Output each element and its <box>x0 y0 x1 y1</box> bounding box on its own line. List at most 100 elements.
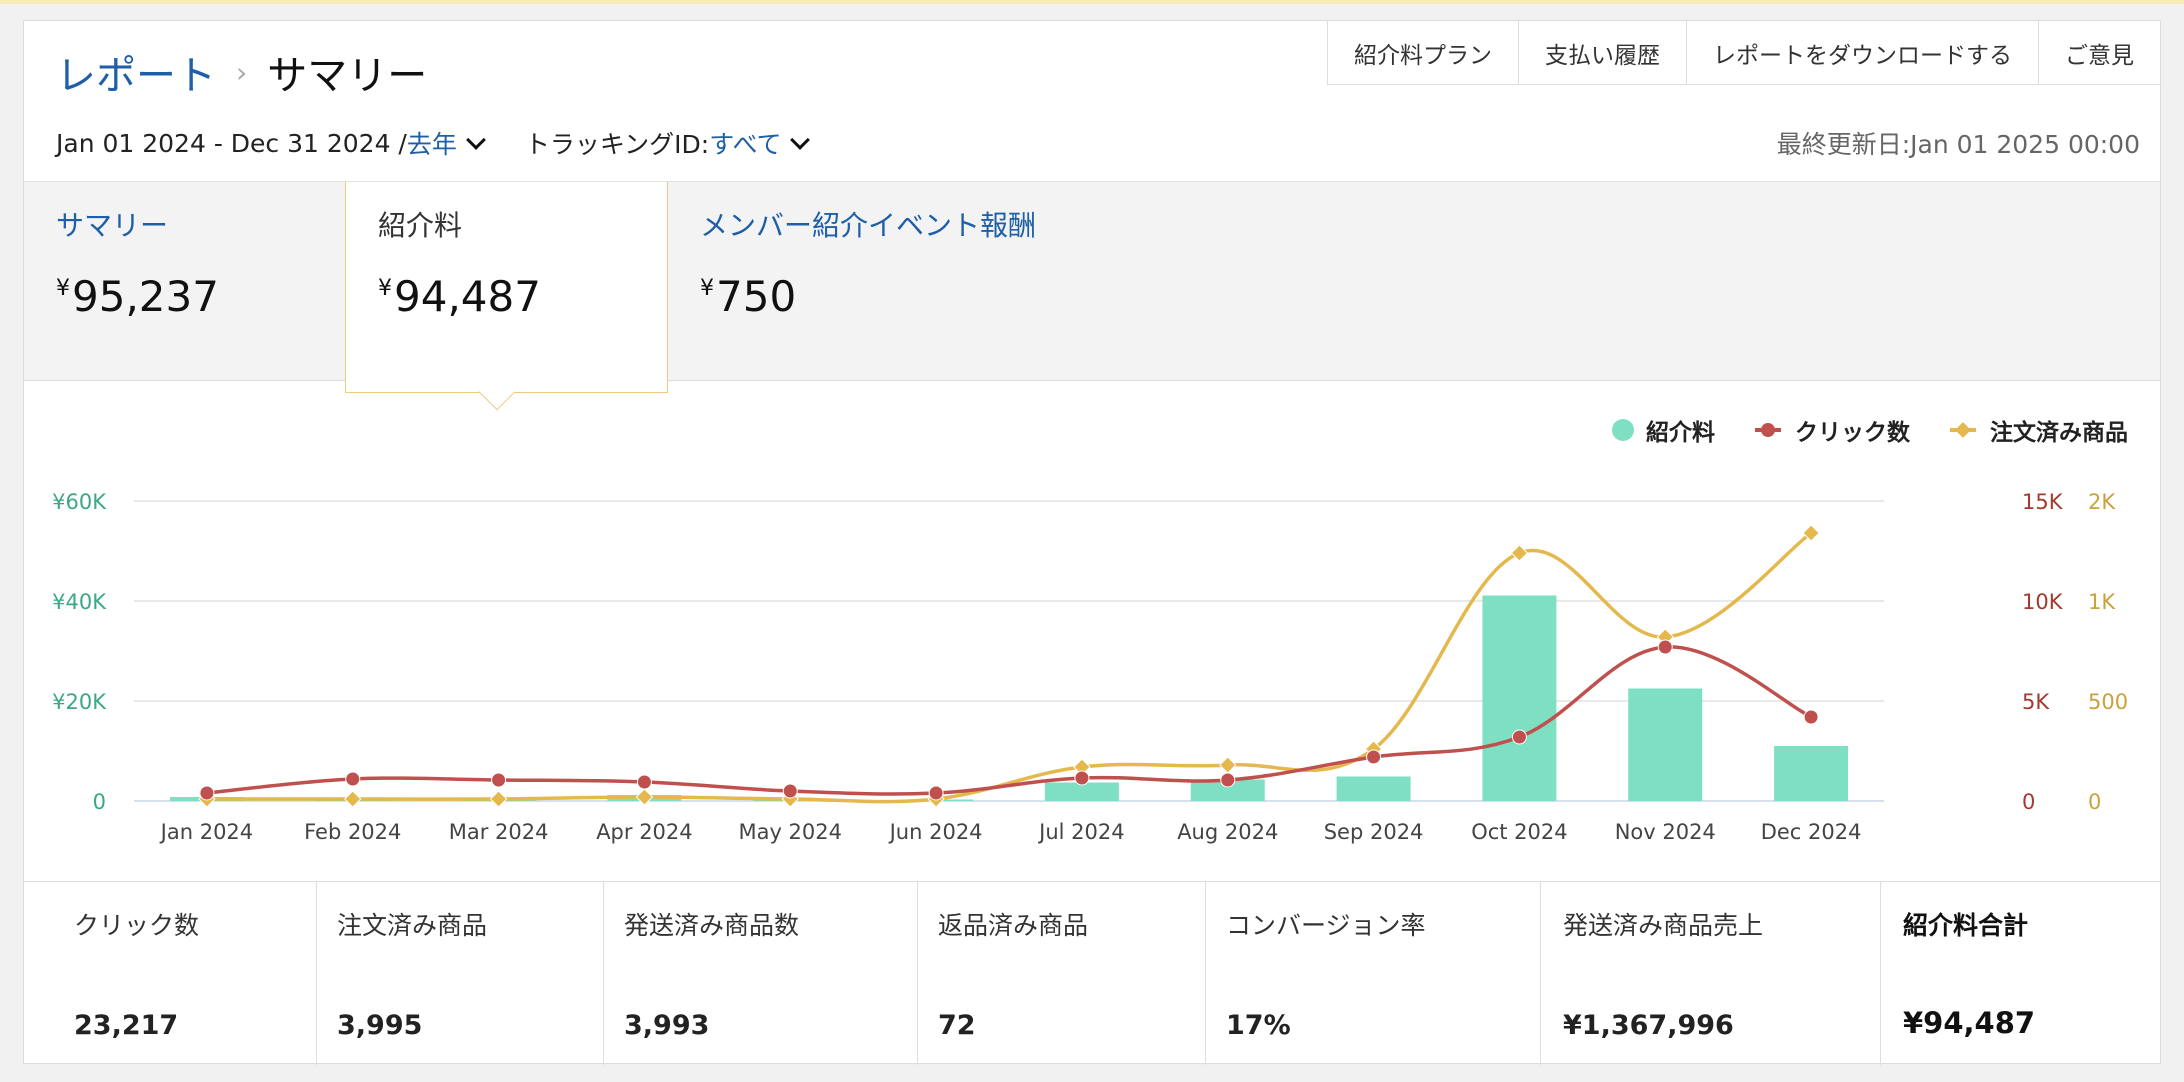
legend-fee-label: 紹介料 <box>1646 420 1715 446</box>
x-axis-tick: Jun 2024 <box>888 820 983 844</box>
stat-conversion-label: コンバージョン率 <box>1226 911 1426 940</box>
stat-ordered-value: 3,995 <box>337 1010 423 1041</box>
right-axis-tick: 1K <box>2088 590 2116 614</box>
clicks-point <box>491 772 507 788</box>
legend-ordered-label: 注文済み商品 <box>1990 420 2128 446</box>
clicks-point <box>928 785 944 801</box>
legend-fee-marker <box>1612 419 1634 441</box>
stat-conversion: コンバージョン率 17% <box>1206 882 1541 1065</box>
stat-shipped-revenue-label: 発送済み商品売上 <box>1563 911 1764 940</box>
breadcrumb-reports-link[interactable]: レポート <box>56 53 216 99</box>
chevron-down-icon[interactable] <box>790 130 811 150</box>
clicks-point <box>1074 770 1090 786</box>
x-axis-tick: Nov 2024 <box>1615 820 1716 844</box>
tab-member-event-reward-value: ¥750 <box>700 272 1156 321</box>
stat-total-fee-label: 紹介料合計 <box>1903 911 2029 940</box>
currency-symbol: ¥ <box>56 276 70 301</box>
last-updated: 最終更新日:Jan 01 2025 00:00 <box>1776 130 2140 159</box>
clicks-point <box>1803 709 1819 725</box>
tracking-id-label: トラッキングID: <box>524 130 710 159</box>
stat-conversion-value: 17% <box>1226 1010 1291 1041</box>
payment-history-button[interactable]: 支払い履歴 <box>1519 20 1687 85</box>
x-axis-tick: Dec 2024 <box>1761 820 1862 844</box>
tab-member-event-reward[interactable]: メンバー紹介イベント報酬 ¥750 <box>668 182 1188 382</box>
stat-clicks: クリック数 23,217 <box>24 882 317 1065</box>
download-report-button[interactable]: レポートをダウンロードする <box>1687 20 2039 85</box>
legend-ordered-marker <box>1950 422 1976 438</box>
stat-shipped-value: 3,993 <box>624 1010 710 1041</box>
tab-summary-amount: 95,237 <box>72 272 219 321</box>
stat-clicks-label: クリック数 <box>74 911 200 940</box>
clicks-point <box>345 771 361 787</box>
report-card: レポート › サマリー 紹介料プラン 支払い履歴 レポートをダウンロードする ご… <box>23 20 2161 1065</box>
top-notice-strip <box>0 0 2184 4</box>
stat-total-fee: 紹介料合計 ¥94,487 <box>1881 882 2160 1065</box>
feedback-button[interactable]: ご意見 <box>2039 20 2161 85</box>
filters-row: Jan 01 2024 - Dec 31 2024 / 去年 トラッキングID:… <box>56 125 819 161</box>
x-axis-tick: Aug 2024 <box>1177 820 1278 844</box>
stat-total-fee-value: ¥94,487 <box>1903 1006 2036 1040</box>
right-axis-tick: 500 <box>2088 690 2128 714</box>
chart-legend: 紹介料 クリック数 注文済み商品 <box>1572 413 2128 447</box>
breadcrumb: レポート › サマリー <box>56 43 427 101</box>
clicks-point <box>1657 639 1673 655</box>
mid-axis-tick: 0 <box>2022 790 2035 814</box>
chevron-down-icon[interactable] <box>465 130 486 150</box>
ordered-series-line <box>206 531 1813 804</box>
tab-referral-fee[interactable]: 紹介料 ¥94,487 <box>345 182 668 393</box>
tab-summary-label: サマリー <box>56 209 169 242</box>
tab-referral-fee-label: 紹介料 <box>378 209 463 242</box>
stat-clicks-value: 23,217 <box>74 1010 179 1041</box>
tracking-id-dropdown[interactable]: すべて <box>709 130 782 159</box>
x-axis-tick: Apr 2024 <box>596 820 692 844</box>
x-axis-tick: Oct 2024 <box>1471 820 1567 844</box>
legend-item-clicks[interactable]: クリック数 <box>1755 413 1910 447</box>
right-axis-tick: 0 <box>2088 790 2101 814</box>
currency-symbol: ¥ <box>378 276 392 301</box>
x-axis-tick: Jan 2024 <box>159 820 254 844</box>
fee-bar <box>1190 779 1265 801</box>
x-axis-tick: Jul 2024 <box>1037 820 1124 844</box>
fee-bar <box>1774 746 1849 801</box>
left-axis-tick: ¥40K <box>52 590 107 614</box>
tab-summary-value: ¥95,237 <box>56 272 312 321</box>
clicks-point <box>1511 729 1527 745</box>
clicks-point <box>1220 772 1236 788</box>
breadcrumb-separator: › <box>236 55 248 89</box>
mid-axis-tick: 15K <box>2022 490 2064 514</box>
tab-summary[interactable]: サマリー ¥95,237 <box>24 182 344 382</box>
tab-referral-fee-amount: 94,487 <box>394 272 541 321</box>
legend-clicks-marker <box>1755 423 1781 437</box>
legend-item-fee[interactable]: 紹介料 <box>1612 413 1715 447</box>
x-axis-tick: Feb 2024 <box>304 820 401 844</box>
stat-shipped: 発送済み商品数 3,993 <box>604 882 918 1065</box>
right-axis-tick: 2K <box>2088 490 2116 514</box>
mid-axis-tick: 5K <box>2022 690 2050 714</box>
legend-clicks-label: クリック数 <box>1795 420 1910 446</box>
stat-returned-label: 返品済み商品 <box>938 911 1089 940</box>
x-axis-tick: Mar 2024 <box>449 820 549 844</box>
ordered-point <box>1510 544 1529 562</box>
tab-member-event-reward-label: メンバー紹介イベント報酬 <box>700 209 1037 242</box>
fee-bar <box>1628 688 1703 801</box>
tab-referral-fee-value: ¥94,487 <box>378 272 635 321</box>
period-dropdown[interactable]: 去年 <box>406 130 457 159</box>
clicks-series-line <box>206 645 1812 796</box>
tab-member-event-reward-amount: 750 <box>716 272 797 321</box>
ordered-point <box>489 790 508 808</box>
date-range: Jan 01 2024 - Dec 31 2024 / <box>56 128 407 158</box>
ordered-point <box>344 790 362 808</box>
summary-tabs: サマリー ¥95,237 紹介料 ¥94,487 メンバー紹介イベント報酬 ¥7… <box>24 181 2160 393</box>
left-axis-tick: ¥20K <box>52 690 107 714</box>
ordered-point <box>1802 524 1820 542</box>
clicks-point <box>1366 749 1382 765</box>
page-title: サマリー <box>267 53 428 99</box>
ordered-point <box>635 788 654 806</box>
x-axis-tick: May 2024 <box>738 820 842 844</box>
fee-plan-button[interactable]: 紹介料プラン <box>1327 20 1519 85</box>
clicks-point <box>782 783 798 799</box>
legend-item-ordered[interactable]: 注文済み商品 <box>1950 413 2128 447</box>
left-axis-tick: ¥60K <box>52 490 107 514</box>
stat-shipped-label: 発送済み商品数 <box>624 911 800 940</box>
fee-bar <box>1044 782 1119 801</box>
